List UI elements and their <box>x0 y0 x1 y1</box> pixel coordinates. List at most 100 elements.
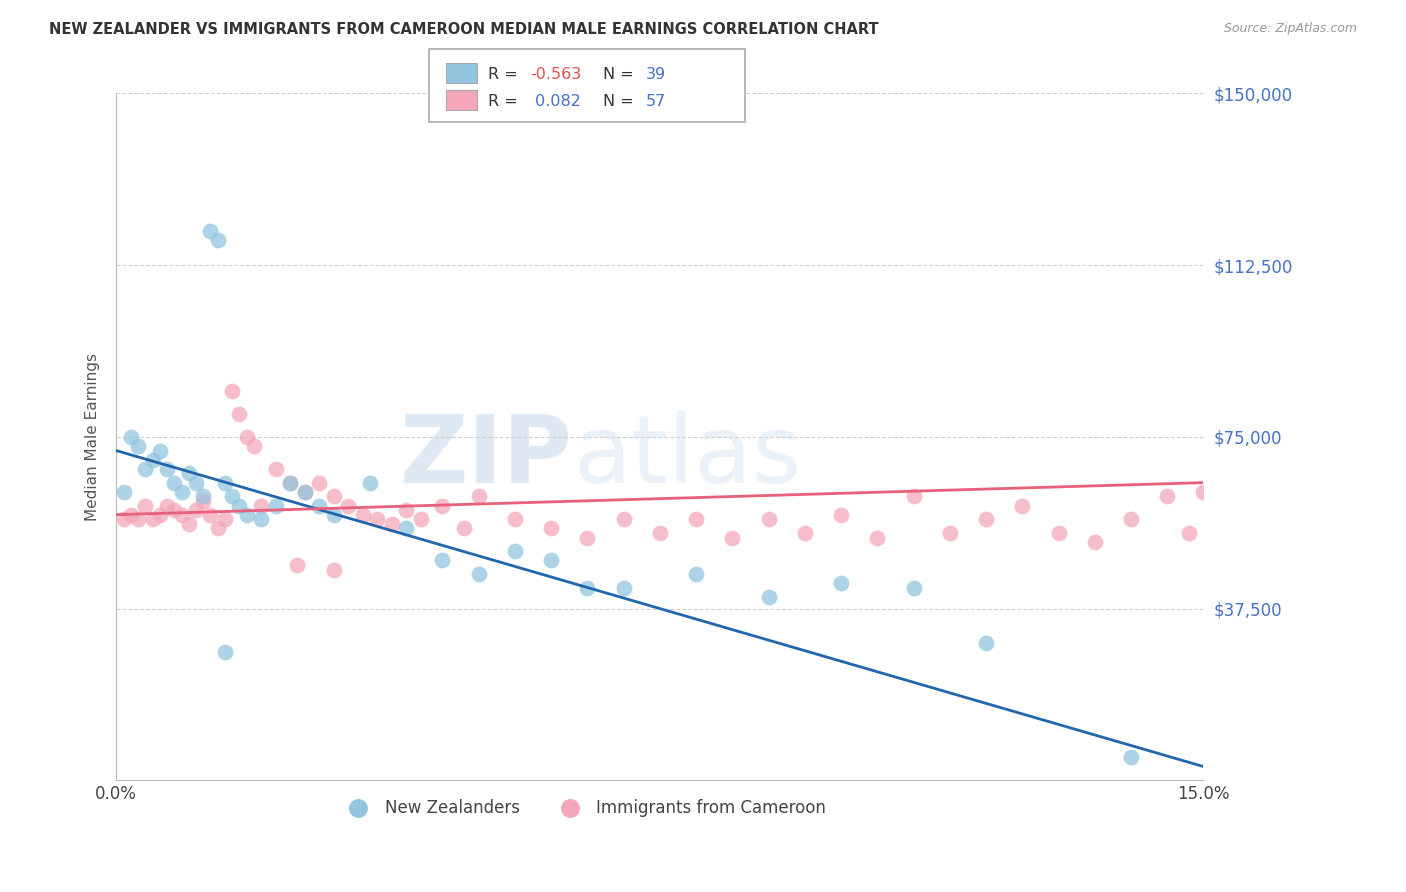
Point <box>120 430 142 444</box>
Point <box>141 452 163 467</box>
Point <box>228 499 250 513</box>
Text: N =: N = <box>603 67 640 82</box>
Point <box>250 512 273 526</box>
Point <box>156 462 179 476</box>
Point <box>613 512 636 526</box>
Point <box>648 526 671 541</box>
Point <box>1047 526 1070 541</box>
Point <box>974 636 997 650</box>
Point <box>141 512 163 526</box>
Point <box>149 443 172 458</box>
Point <box>200 224 222 238</box>
Point <box>830 576 852 591</box>
Point <box>127 439 149 453</box>
Point <box>243 439 266 453</box>
Point <box>432 499 454 513</box>
Point <box>503 544 526 558</box>
Point <box>120 508 142 522</box>
Point <box>322 563 344 577</box>
Point <box>207 521 229 535</box>
Point <box>221 489 243 503</box>
Text: R =: R = <box>488 94 523 109</box>
Point <box>214 512 236 526</box>
Point <box>540 521 562 535</box>
Point <box>793 526 815 541</box>
Point <box>903 489 925 503</box>
Point <box>200 508 222 522</box>
Point <box>1119 750 1142 764</box>
Y-axis label: Median Male Earnings: Median Male Earnings <box>86 353 100 521</box>
Point <box>576 581 599 595</box>
Point <box>235 430 257 444</box>
Point <box>193 494 215 508</box>
Point <box>163 475 186 490</box>
Point <box>758 590 780 604</box>
Point <box>721 531 744 545</box>
Point <box>264 462 287 476</box>
Point <box>308 475 330 490</box>
Point <box>278 475 301 490</box>
Point <box>278 475 301 490</box>
Text: -0.563: -0.563 <box>530 67 581 82</box>
Point <box>149 508 172 522</box>
Point <box>352 508 374 522</box>
Point <box>177 516 200 531</box>
Point <box>366 512 388 526</box>
Point <box>250 499 273 513</box>
Text: R =: R = <box>488 67 523 82</box>
Text: Source: ZipAtlas.com: Source: ZipAtlas.com <box>1223 22 1357 36</box>
Point <box>1156 489 1178 503</box>
Point <box>685 567 707 582</box>
Point <box>1192 484 1215 499</box>
Text: 0.082: 0.082 <box>530 94 581 109</box>
Point <box>467 489 489 503</box>
Point <box>221 384 243 398</box>
Point <box>322 508 344 522</box>
Point <box>337 499 360 513</box>
Point <box>287 558 309 572</box>
Point <box>177 467 200 481</box>
Point <box>294 484 316 499</box>
Point <box>170 508 193 522</box>
Legend: New Zealanders, Immigrants from Cameroon: New Zealanders, Immigrants from Cameroon <box>335 792 832 823</box>
Text: 57: 57 <box>645 94 665 109</box>
Point <box>503 512 526 526</box>
Point <box>758 512 780 526</box>
Point <box>163 503 186 517</box>
Point <box>395 521 418 535</box>
Point <box>184 503 207 517</box>
Point <box>207 233 229 247</box>
Point <box>1011 499 1033 513</box>
Point <box>214 645 236 659</box>
Point <box>381 516 404 531</box>
Point <box>830 508 852 522</box>
Point <box>170 484 193 499</box>
Point <box>903 581 925 595</box>
Point <box>467 567 489 582</box>
Point <box>432 553 454 567</box>
Point <box>576 531 599 545</box>
Point <box>127 512 149 526</box>
Point <box>974 512 997 526</box>
Text: NEW ZEALANDER VS IMMIGRANTS FROM CAMEROON MEDIAN MALE EARNINGS CORRELATION CHART: NEW ZEALANDER VS IMMIGRANTS FROM CAMEROO… <box>49 22 879 37</box>
Point <box>134 462 156 476</box>
Point <box>939 526 962 541</box>
Point <box>359 475 381 490</box>
Point <box>613 581 636 595</box>
Point <box>866 531 889 545</box>
Point <box>112 512 135 526</box>
Point <box>308 499 330 513</box>
Point <box>214 475 236 490</box>
Point <box>112 484 135 499</box>
Point <box>193 489 215 503</box>
Point <box>540 553 562 567</box>
Point <box>1084 535 1107 549</box>
Point <box>685 512 707 526</box>
Point <box>184 475 207 490</box>
Point <box>322 489 344 503</box>
Point <box>134 499 156 513</box>
Point <box>395 503 418 517</box>
Text: atlas: atlas <box>572 411 801 503</box>
Point <box>453 521 475 535</box>
Point <box>294 484 316 499</box>
